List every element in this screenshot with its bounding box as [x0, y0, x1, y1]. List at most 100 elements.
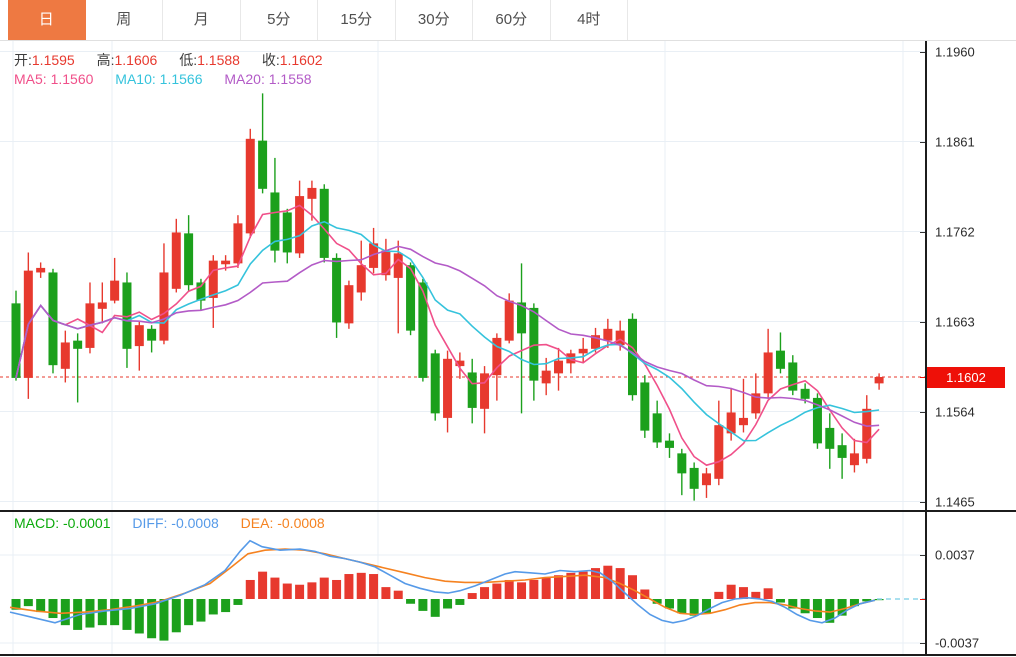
axis-tick: [920, 643, 927, 644]
candle-body: [344, 285, 354, 324]
macd-histogram-bar: [689, 599, 699, 616]
candle-body: [418, 282, 428, 378]
tab-timeframe-0[interactable]: 日: [8, 0, 86, 40]
macd-value: -0.0001: [63, 515, 111, 531]
macd-chart-canvas[interactable]: [0, 511, 925, 655]
candle-body: [825, 427, 835, 449]
macd-histogram-bar: [714, 591, 724, 599]
candle-body: [60, 342, 70, 369]
candle-body: [689, 467, 699, 489]
low-label: 低:: [179, 52, 198, 68]
candle-body: [110, 280, 120, 301]
candle-body: [628, 318, 637, 396]
price-chart-canvas[interactable]: [0, 41, 925, 511]
axis-label: 1.1861: [935, 134, 975, 150]
candle-body: [677, 453, 687, 474]
candle-body: [295, 196, 305, 254]
candle-body: [208, 260, 218, 298]
macd-histogram-bar: [208, 599, 218, 615]
axis-tick: [920, 52, 927, 53]
tab-timeframe-4[interactable]: 15分: [318, 0, 396, 40]
diff-label: DIFF:: [132, 515, 168, 531]
dea-label: DEA:: [240, 515, 274, 531]
macd-histogram-bar: [184, 599, 194, 626]
macd-histogram-bar: [270, 577, 280, 599]
diff-line: [9, 539, 876, 624]
macd-histogram-bar: [418, 599, 428, 611]
candle-body: [726, 412, 736, 434]
tab-timeframe-3[interactable]: 5分: [240, 0, 318, 40]
candle-body: [369, 243, 379, 268]
macd-histogram-bar: [775, 599, 785, 603]
low-value: 1.1588: [197, 52, 240, 68]
axis-label: 0.0037: [935, 547, 975, 563]
macd-histogram-bar: [258, 571, 268, 599]
candle-body: [591, 335, 601, 349]
macd-histogram-bar: [591, 568, 601, 599]
ma10-label: MA10:: [115, 71, 156, 87]
macd-histogram-bar: [356, 572, 366, 599]
ma20-value: 1.1558: [268, 71, 312, 87]
candle-body: [245, 138, 255, 234]
tab-timeframe-7[interactable]: 4时: [550, 0, 628, 40]
axis-tick: [920, 555, 927, 556]
candle-body: [800, 388, 810, 399]
candle-body: [233, 223, 243, 264]
macd-histogram-bar: [344, 574, 354, 599]
candle-body: [874, 377, 884, 384]
dea-line: [9, 548, 876, 616]
candle-body: [196, 282, 206, 301]
candle-body: [319, 188, 329, 258]
candle-body: [184, 233, 194, 286]
tab-timeframe-5[interactable]: 30分: [395, 0, 473, 40]
axis-tick: [920, 502, 927, 503]
macd-histogram-bar: [11, 599, 21, 610]
macd-histogram-bar: [751, 591, 761, 599]
candle-body: [714, 425, 724, 479]
macd-histogram-bar: [541, 577, 551, 599]
candle-body: [258, 140, 268, 189]
macd-histogram-bar: [159, 599, 169, 641]
close-value: 1.1602: [279, 52, 323, 68]
candle-body: [738, 417, 748, 426]
candle-body: [751, 393, 761, 414]
axis-tick: [920, 322, 927, 323]
macd-histogram-bar: [295, 584, 305, 599]
candle-body: [455, 360, 465, 367]
timeframe-tabbar: 日周月 5分 15分 30分 60分 4时: [0, 0, 1016, 41]
macd-histogram-bar: [455, 599, 465, 605]
macd-histogram-bar: [36, 599, 46, 613]
axis-label: -0.0037: [935, 635, 980, 651]
macd-histogram-bar: [825, 599, 835, 623]
axis-tick: [920, 232, 927, 233]
axis-tick: [920, 142, 927, 143]
macd-histogram-bar: [664, 599, 674, 609]
macd-histogram-bar: [652, 599, 662, 604]
axis-tick: [920, 377, 927, 378]
candle-body: [443, 358, 453, 418]
candle-body: [652, 413, 662, 443]
axis-label: 1.1960: [935, 44, 975, 60]
dea-value: -0.0008: [277, 515, 325, 531]
macd-histogram-bar: [566, 572, 576, 599]
candle-body: [48, 272, 58, 366]
macd-histogram-bar: [701, 599, 711, 614]
candle-body: [862, 408, 872, 459]
macd-histogram-bar: [529, 579, 539, 599]
tab-timeframe-6[interactable]: 60分: [473, 0, 551, 40]
tab-timeframe-2[interactable]: 月: [163, 0, 241, 40]
open-value: 1.1595: [31, 52, 75, 68]
ma10-line: [15, 220, 880, 442]
candle-body: [270, 192, 280, 251]
candle-body: [381, 250, 391, 276]
axis-tick: [920, 599, 927, 600]
macd-histogram-bar: [726, 584, 736, 599]
tab-timeframe-1[interactable]: 周: [85, 0, 163, 40]
diff-value: -0.0008: [171, 515, 219, 531]
candle-body: [332, 257, 342, 323]
candle-body: [480, 373, 490, 409]
candle-body: [812, 397, 822, 444]
macd-histogram-bar: [245, 579, 255, 599]
ma10-value: 1.1566: [159, 71, 203, 87]
candle-body: [849, 453, 859, 466]
